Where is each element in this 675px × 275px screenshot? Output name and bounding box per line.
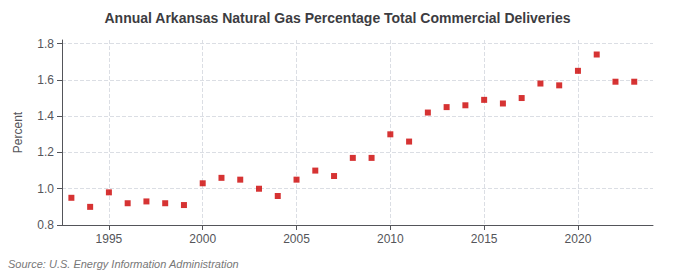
svg-text:0.8: 0.8: [37, 218, 54, 232]
svg-text:1.4: 1.4: [37, 109, 54, 123]
svg-text:Annual Arkansas Natural Gas Pe: Annual Arkansas Natural Gas Percentage T…: [104, 10, 570, 26]
svg-text:2010: 2010: [377, 232, 404, 246]
svg-text:1.8: 1.8: [37, 37, 54, 51]
svg-text:2000: 2000: [189, 232, 216, 246]
svg-text:1.6: 1.6: [37, 73, 54, 87]
svg-text:2005: 2005: [283, 232, 310, 246]
svg-text:1.0: 1.0: [37, 182, 54, 196]
svg-text:2020: 2020: [565, 232, 592, 246]
svg-text:Percent: Percent: [11, 111, 25, 153]
svg-text:1995: 1995: [96, 232, 123, 246]
svg-text:2015: 2015: [471, 232, 498, 246]
svg-text:1.2: 1.2: [37, 145, 54, 159]
svg-text:Source: U.S. Energy Informatio: Source: U.S. Energy Information Administ…: [8, 258, 239, 270]
